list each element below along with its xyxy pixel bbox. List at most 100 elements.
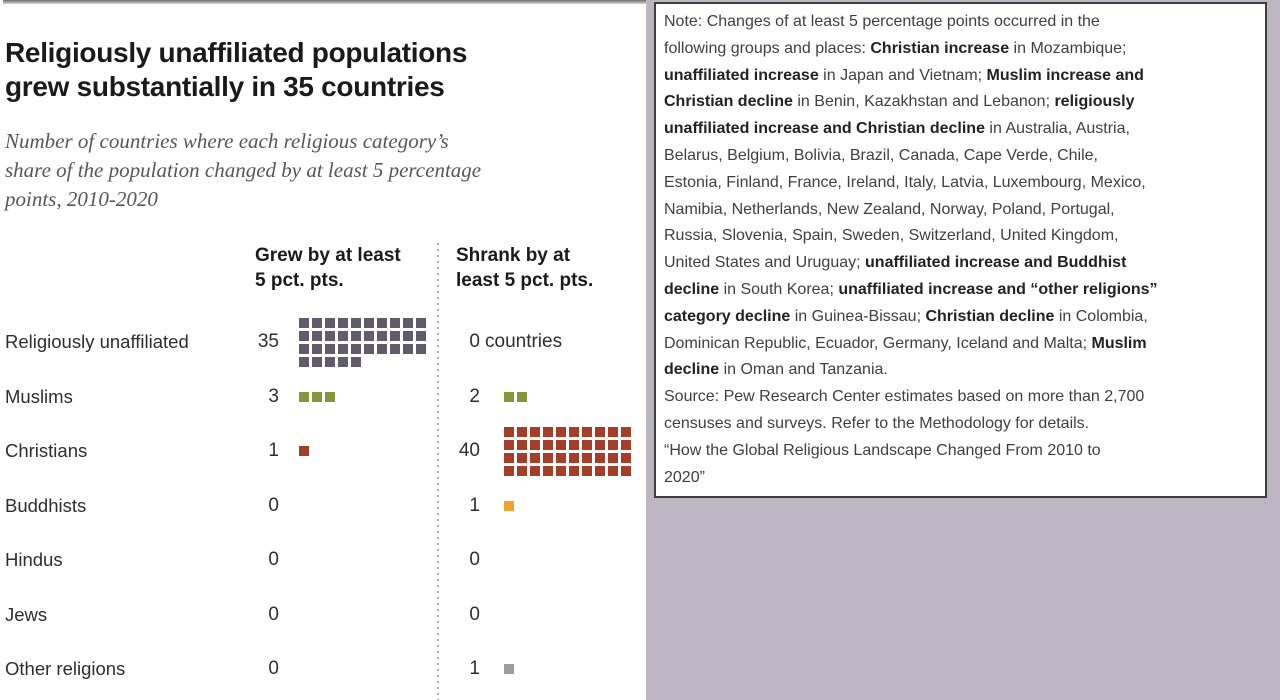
note-bold-segment: unaffiliated increase xyxy=(664,66,819,84)
waffle-square xyxy=(299,356,309,367)
category-label: Jews xyxy=(5,603,48,625)
shrank-count: 0 xyxy=(469,603,480,625)
chart-rows: Religiously unaffiliated 35 0 countries Musl… xyxy=(5,315,646,697)
subtitle-line-1: Number of countries where each religious… xyxy=(5,129,449,153)
waffle-square xyxy=(416,317,426,328)
shrank-count-suffix: countries xyxy=(485,331,563,353)
shrank-count: 40 xyxy=(458,440,480,462)
waffle-square xyxy=(312,356,322,367)
grew-count: 1 xyxy=(268,440,279,462)
waffle-square xyxy=(517,391,527,402)
waffle-square xyxy=(543,439,553,450)
waffle-square xyxy=(569,426,579,437)
note-bold-segment: Christian decline xyxy=(925,307,1055,325)
waffle-square xyxy=(530,465,540,476)
grew-squares-cell xyxy=(299,317,432,367)
waffle-square xyxy=(338,330,348,341)
waffle-square xyxy=(517,439,527,450)
table-row: Muslims 3 2 xyxy=(5,370,646,425)
waffle-square xyxy=(621,452,631,463)
note-line: 2020” xyxy=(664,465,1257,492)
note-bold-segment: decline xyxy=(664,280,720,298)
waffle-square xyxy=(517,426,527,437)
note-bold-segment: Muslim increase and xyxy=(986,66,1144,84)
shrank-count: 1 xyxy=(469,658,480,680)
waffle-square xyxy=(325,317,335,328)
note-text-segment: in South Korea; xyxy=(719,280,839,298)
waffle-square xyxy=(364,330,374,341)
waffle-square xyxy=(377,330,387,341)
table-row: Other religions 0 1 xyxy=(5,642,646,697)
waffle-square xyxy=(403,330,413,341)
waffle-square xyxy=(377,343,387,354)
table-row: Jews 0 0 xyxy=(5,588,646,643)
waffle-square xyxy=(582,439,592,450)
waffle-square xyxy=(338,317,348,328)
title-line-1: Religiously unaffiliated populations xyxy=(5,37,468,68)
grew-count: 3 xyxy=(268,385,279,407)
waffle-square xyxy=(325,330,335,341)
note-line: category decline in Guinea-Bissau; Chris… xyxy=(664,304,1257,331)
note-line: following groups and places: Christian i… xyxy=(664,36,1257,63)
note-text-segment: in Australia, Austria, xyxy=(984,120,1130,138)
waffle-square xyxy=(390,343,400,354)
shrank-waffle xyxy=(504,391,631,402)
note-bold-segment: unaffiliated increase and “other religio… xyxy=(838,280,1158,298)
shrank-squares-cell xyxy=(504,426,631,476)
waffle-square xyxy=(621,465,631,476)
table-row: Religiously unaffiliated 35 0 countries xyxy=(5,315,646,370)
waffle-square xyxy=(569,452,579,463)
waffle-square xyxy=(504,664,514,675)
waffle-square xyxy=(569,465,579,476)
chart-title: Religiously unaffiliated populations grew… xyxy=(5,36,467,104)
waffle-square xyxy=(621,439,631,450)
grew-waffle xyxy=(299,391,432,402)
waffle-square xyxy=(608,452,618,463)
table-row: Buddhists 0 1 xyxy=(5,479,646,534)
waffle-square xyxy=(325,391,335,402)
note-line: censuses and surveys. Refer to the Metho… xyxy=(664,411,1257,438)
category-label: Christians xyxy=(5,440,88,462)
waffle-square xyxy=(299,330,309,341)
waffle-square xyxy=(364,317,374,328)
col-header-shrank: Shrank by at least 5 pct. pts. xyxy=(456,245,594,291)
note-text-segment: 2020” xyxy=(664,468,705,486)
shrank-count: 0 xyxy=(469,331,480,353)
waffle-square xyxy=(351,317,361,328)
note-text-segment: in Oman and Tanzania. xyxy=(719,361,888,379)
note-line: decline in Oman and Tanzania. xyxy=(664,357,1257,384)
waffle-square xyxy=(556,452,566,463)
note-line: Source: Pew Research Center estimates ba… xyxy=(664,384,1257,411)
note-text-segment: Russia, Slovenia, Spain, Sweden, Switzer… xyxy=(664,227,1119,245)
waffle-square xyxy=(325,356,335,367)
note-text-segment: Note: Changes of at least 5 percentage p… xyxy=(664,13,1100,30)
waffle-square xyxy=(556,465,566,476)
waffle-square xyxy=(556,439,566,450)
note-bold-segment: unaffiliated increase and Buddhist xyxy=(865,254,1127,272)
waffle-square xyxy=(504,500,514,511)
note-text-segment: Dominican Republic, Ecuador, Germany, Ic… xyxy=(664,334,1092,352)
waffle-square xyxy=(390,317,400,328)
note-line: Belarus, Belgium, Bolivia, Brazil, Canad… xyxy=(664,143,1257,170)
waffle-square xyxy=(608,439,618,450)
waffle-square xyxy=(543,452,553,463)
note-box: Note: Changes of at least 5 percentage p… xyxy=(654,2,1267,498)
waffle-square xyxy=(582,452,592,463)
note-text-segment: in Guinea-Bissau; xyxy=(790,307,926,325)
chart-panel: Religiously unaffiliated populations grew… xyxy=(0,0,646,700)
waffle-square xyxy=(530,439,540,450)
note-text-segment: Namibia, Netherlands, New Zealand, Norwa… xyxy=(664,200,1115,218)
waffle-square xyxy=(556,426,566,437)
chart-subtitle: Number of countries where each religious… xyxy=(5,127,615,214)
waffle-square xyxy=(351,343,361,354)
note-text-segment: following groups and places: xyxy=(664,39,871,57)
note-line: Note: Changes of at least 5 percentage p… xyxy=(664,9,1257,36)
waffle-square xyxy=(595,452,605,463)
waffle-square xyxy=(504,391,514,402)
category-label: Other religions xyxy=(5,658,126,680)
note-text-segment: Source: Pew Research Center estimates ba… xyxy=(664,388,1145,406)
shrank-waffle xyxy=(504,500,631,511)
grew-count: 35 xyxy=(257,331,279,353)
waffle-square xyxy=(351,330,361,341)
